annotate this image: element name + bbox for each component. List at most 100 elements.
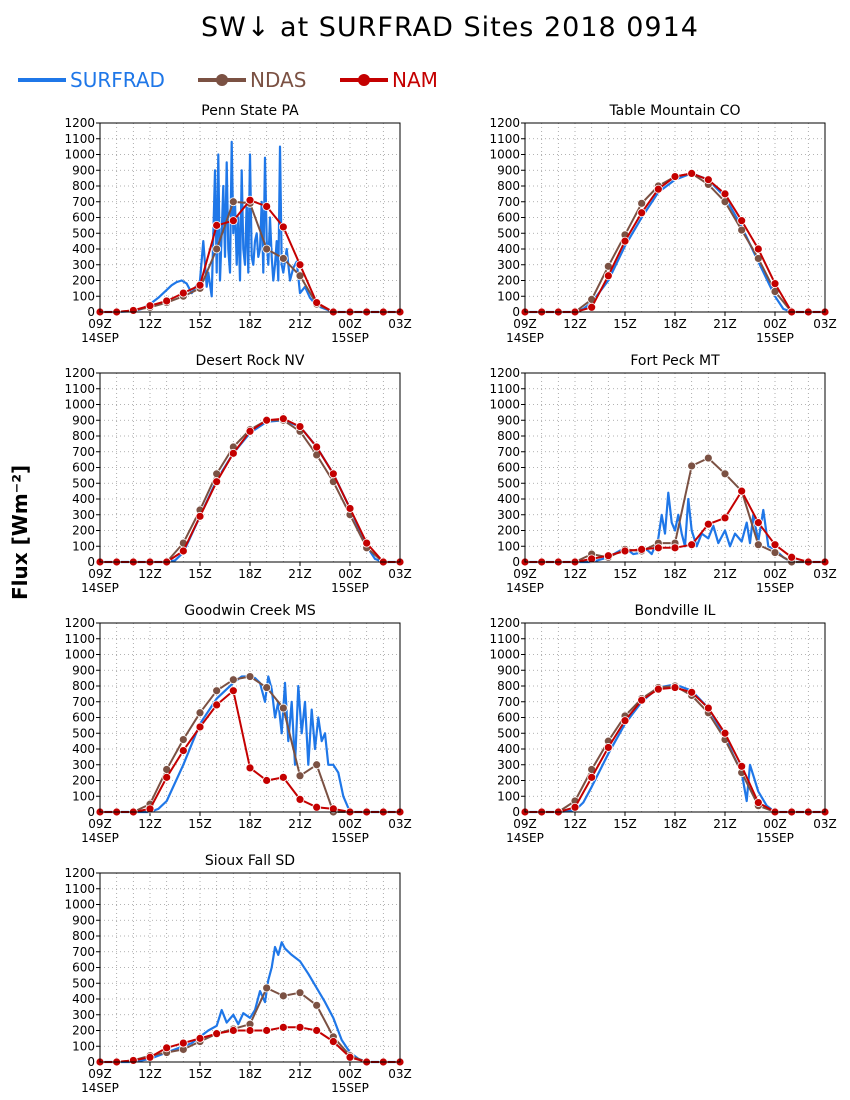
data-point-nam [653,184,663,194]
data-point-nam [720,513,730,523]
data-point-nam [570,802,580,812]
data-point-nam [178,1038,188,1048]
x-tick-label: 12Z [138,817,162,831]
data-point-nam [362,538,372,548]
x-tick-label: 00Z [763,317,787,331]
data-point-nam [145,1052,155,1062]
data-point-nam [328,469,338,479]
y-tick-label: 0 [512,555,520,569]
x-date-label: 14SEP [506,831,544,845]
y-tick-label: 800 [497,679,520,693]
data-point-ndas [278,991,288,1001]
data-point-ndas [195,708,205,718]
x-tick-label: 18Z [663,567,687,581]
y-tick-label: 600 [497,211,520,225]
panel-title: Table Mountain CO [608,103,740,119]
plot-frame [99,872,401,1063]
x-tick-label: 21Z [288,567,312,581]
data-point-nam [162,296,172,306]
data-point-nam [195,722,205,732]
panel-0: Penn State PA010020030040050060070080090… [64,103,411,345]
panel-2: Desert Rock NV01002003004005006007008009… [64,353,411,595]
data-point-nam [212,477,222,487]
y-tick-label: 0 [87,305,95,319]
y-tick-label: 400 [497,742,520,756]
data-point-ndas [295,988,305,998]
data-point-nam [128,1056,138,1065]
x-tick-label: 18Z [238,817,262,831]
x-tick-label: 00Z [338,1067,362,1081]
x-tick-label: 15Z [613,817,637,831]
plot-frame [99,622,401,813]
x-tick-label: 09Z [88,567,112,581]
x-tick-label: 00Z [338,567,362,581]
y-tick-label: 300 [497,508,520,522]
plot-frame [524,372,826,563]
x-date-label: 14SEP [81,331,119,345]
x-tick-label: 18Z [663,317,687,331]
data-point-nam [753,798,763,807]
data-point-nam [212,700,222,710]
y-tick-label: 900 [497,163,520,177]
legend-item-surfrad: SURFRAD [18,66,165,96]
y-tick-label: 1000 [64,648,95,662]
data-point-nam [737,486,747,496]
data-point-nam [587,772,597,782]
y-tick-label: 400 [72,992,95,1006]
legend-label-nam: NAM [392,68,438,92]
series-line-nam [100,417,400,563]
plot-frame [99,372,401,563]
y-tick-label: 500 [497,476,520,490]
data-point-nam [278,222,288,232]
y-tick-label: 800 [72,179,95,193]
y-tick-label: 1000 [489,148,520,162]
x-tick-label: 21Z [713,317,737,331]
data-point-ndas [178,735,188,744]
x-tick-label: 21Z [288,1067,312,1081]
data-point-nam [245,195,255,205]
y-tick-label: 1000 [489,398,520,412]
x-tick-label: 09Z [513,817,537,831]
y-tick-label: 800 [72,679,95,693]
data-point-nam [195,280,205,290]
legend-label-ndas: NDAS [250,68,307,92]
data-point-nam [670,543,680,553]
data-point-nam [703,703,713,713]
data-point-ndas [262,983,272,993]
data-point-nam [195,511,205,521]
y-tick-label: 1100 [64,882,95,896]
data-point-ndas [312,760,322,770]
data-point-ndas [295,771,305,781]
data-point-ndas [262,244,272,254]
x-tick-label: 15Z [613,567,637,581]
data-point-nam [720,728,730,738]
data-point-nam [278,414,288,424]
x-tick-label: 21Z [713,567,737,581]
plot-frame [524,622,826,813]
y-tick-label: 700 [497,445,520,459]
data-point-nam [312,298,322,307]
legend-line-ndas [198,74,246,86]
x-tick-label: 18Z [238,317,262,331]
data-point-nam [228,216,238,226]
panel-title: Penn State PA [201,103,299,119]
x-date-label: 14SEP [81,1081,119,1095]
x-tick-label: 03Z [813,567,837,581]
y-tick-label: 1200 [489,116,520,130]
y-tick-label: 500 [497,226,520,240]
data-point-nam [262,1026,272,1035]
data-point-ndas [737,225,747,235]
y-tick-label: 200 [72,774,95,788]
x-date-label: 14SEP [81,831,119,845]
plot-frame [99,122,401,313]
x-date-label: 15SEP [331,331,369,345]
data-point-nam [262,415,272,425]
y-tick-label: 1200 [489,616,520,630]
data-point-nam [653,684,663,694]
series-line-nam [525,686,825,813]
y-tick-label: 800 [497,429,520,443]
panel-6: Sioux Fall SD010020030040050060070080090… [64,853,411,1095]
y-tick-label: 700 [72,945,95,959]
panel-5: Bondville IL0100200300400500600700800900… [489,603,836,845]
